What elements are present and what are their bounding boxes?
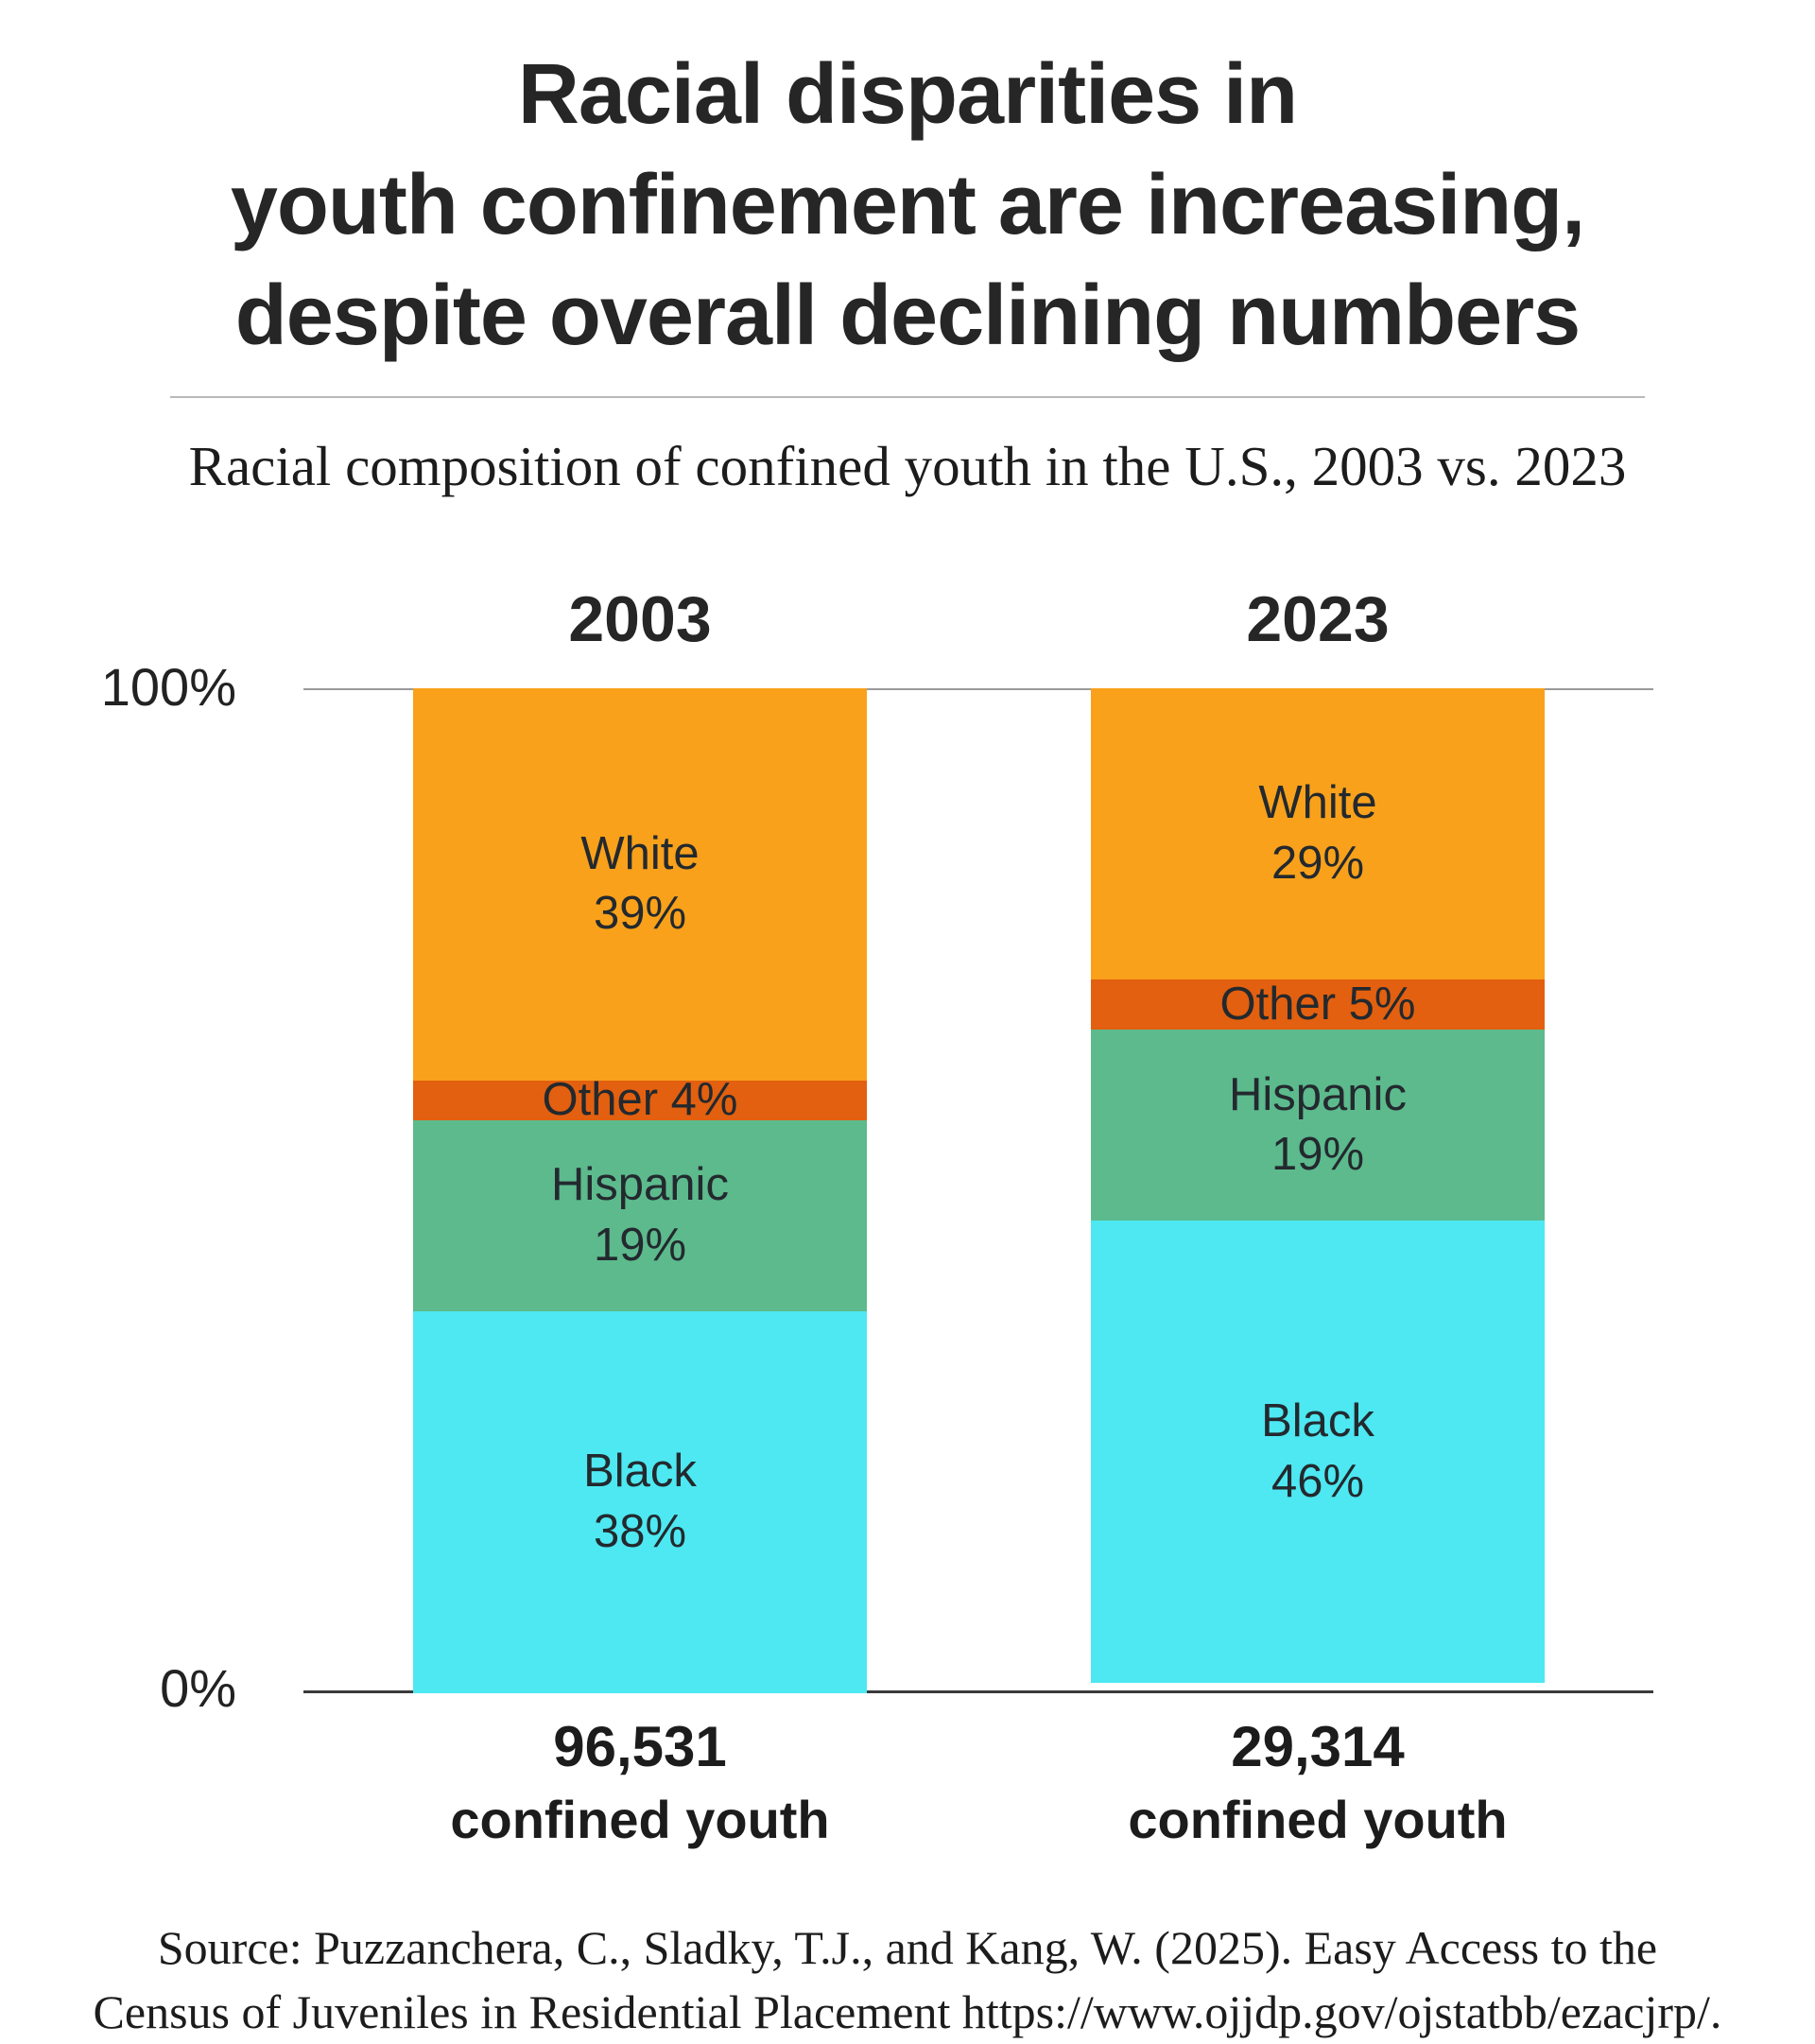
total-2003: 96,531 confined youth bbox=[413, 1714, 867, 1850]
source-line-1: Source: Puzzanchera, C., Sladky, T.J., a… bbox=[0, 1916, 1815, 1981]
total-caption-2003: confined youth bbox=[413, 1789, 867, 1850]
total-count-2023: 29,314 bbox=[1091, 1714, 1545, 1779]
title-divider bbox=[170, 396, 1645, 398]
column-header-2023: 2023 bbox=[1091, 582, 1545, 656]
source-line-2: Census of Juveniles in Residential Place… bbox=[0, 1981, 1815, 2044]
segment-label-other-2023: Other 5% bbox=[1220, 975, 1416, 1035]
bar-segment-other-2023: Other 5% bbox=[1091, 979, 1545, 1030]
column-header-2003: 2003 bbox=[413, 582, 867, 656]
chart-subtitle: Racial composition of confined youth in … bbox=[0, 434, 1815, 499]
y-axis-label-0: 0% bbox=[0, 1657, 236, 1719]
chart-title-line-2: youth confinement are increasing, bbox=[0, 150, 1815, 261]
chart-title-line-3: despite overall declining numbers bbox=[0, 261, 1815, 372]
total-caption-2023: confined youth bbox=[1091, 1789, 1545, 1850]
chart-title-line-1: Racial disparities in bbox=[0, 40, 1815, 150]
y-axis-label-100: 100% bbox=[0, 656, 236, 718]
infographic-page: Racial disparities in youth confinement … bbox=[0, 40, 1815, 2036]
total-2023: 29,314 confined youth bbox=[1091, 1714, 1545, 1850]
chart-title: Racial disparities in youth confinement … bbox=[0, 40, 1815, 372]
bar-segment-other-2003: Other 4% bbox=[413, 1081, 867, 1121]
total-count-2003: 96,531 bbox=[413, 1714, 867, 1779]
source-citation: Source: Puzzanchera, C., Sladky, T.J., a… bbox=[0, 1916, 1815, 2044]
